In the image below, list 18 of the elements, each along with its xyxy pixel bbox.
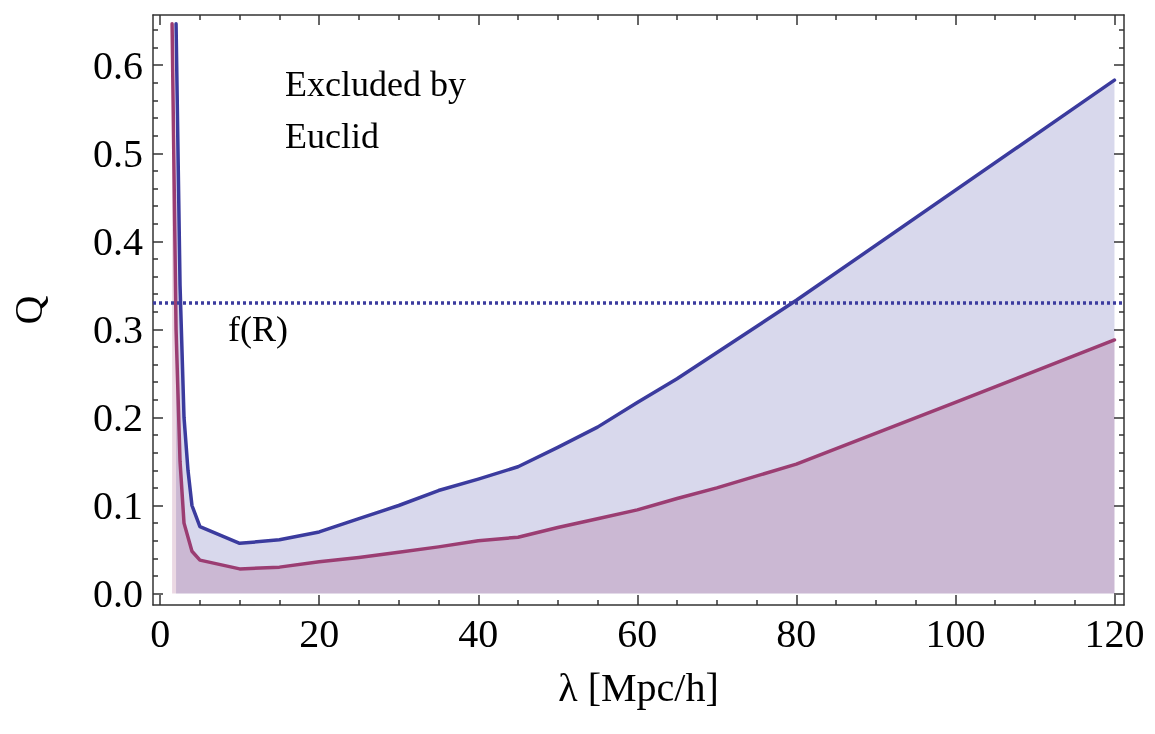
y-tick-label: 0.5	[93, 130, 143, 176]
x-tick-label: 60	[617, 610, 658, 656]
x-tick-label: 80	[776, 610, 817, 656]
y-tick-label: 0.6	[93, 42, 143, 88]
x-tick-label: 0	[150, 610, 171, 656]
y-tick-label: 0.4	[93, 218, 143, 264]
y-tick-label: 0.0	[93, 571, 143, 617]
ref-line-label: f(R)	[228, 308, 288, 349]
y-tick-label: 0.3	[93, 306, 143, 352]
x-tick-label: 100	[925, 610, 986, 656]
x-tick-label: 20	[299, 610, 340, 656]
x-axis-title: λ [Mpc/h]	[558, 664, 719, 710]
y-tick-label: 0.1	[93, 482, 143, 528]
y-tick-label: 0.2	[93, 394, 143, 440]
y-axis-title: Q	[5, 295, 51, 325]
x-tick-label: 120	[1084, 610, 1145, 656]
annotation: Excluded by Euclid	[285, 64, 475, 156]
x-tick-label: 40	[458, 610, 499, 656]
